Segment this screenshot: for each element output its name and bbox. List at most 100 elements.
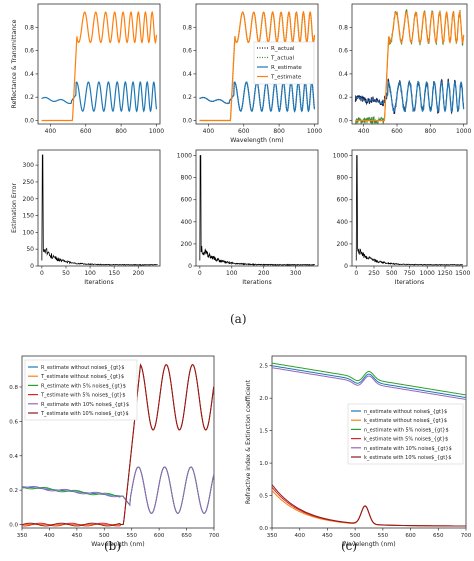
y-tick-label: 2.5 — [259, 364, 268, 370]
x-tick-label: 0 — [354, 270, 358, 277]
y-tick-label: 2.0 — [259, 396, 268, 402]
x-tick-label: 300 — [290, 270, 302, 277]
y-tick-label: 0.6 — [24, 48, 34, 55]
x-tick-label: 350 — [267, 533, 278, 539]
x-tick-label: 100 — [226, 270, 238, 277]
x-tick-label: 450 — [72, 533, 83, 539]
chart-a_bot_1: 0 50 100 150 200 0 50 100 150 200 250 300 Iterations… — [11, 149, 161, 286]
chart-a_top_3: 400 600 800 1000 0.0 0.2 0.4 0.6 0.8 — [338, 3, 471, 135]
series-line — [199, 10, 316, 122]
x-tick-label: 200 — [133, 270, 145, 277]
x-tick-label: 400 — [294, 533, 305, 539]
panel-label-b: (b) — [104, 539, 122, 553]
y-tick-label: 1.0 — [259, 461, 268, 467]
series-line — [271, 365, 466, 398]
x-tick-label: 200 — [258, 270, 270, 277]
x-tick-label: 0 — [40, 270, 44, 277]
y-tick-label: 0.4 — [182, 71, 192, 78]
x-axis-label: Iterations — [395, 279, 424, 286]
legend-label: T_estimate — [270, 75, 302, 81]
legend-label: R_actual — [271, 46, 295, 52]
x-tick-label: 100 — [84, 270, 96, 277]
series-line — [271, 362, 466, 396]
x-tick-label: 800 — [115, 128, 127, 135]
series-line — [355, 10, 465, 122]
series-line — [21, 363, 215, 527]
y-tick-label: 100 — [23, 229, 35, 236]
x-tick-label: 400 — [44, 533, 55, 539]
x-tick-label: 400 — [358, 128, 370, 135]
chart-a_bot_3: 0 250 500 750 1000 1250 150002004006008001000I… — [333, 149, 471, 286]
y-tick-label: 0.0 — [259, 526, 268, 532]
panel-label-a: (a) — [230, 312, 247, 326]
x-tick-label: 1000 — [149, 128, 164, 135]
y-tick-label: 50 — [26, 246, 34, 253]
y-tick-label: 800 — [337, 175, 349, 182]
x-tick-label: 650 — [433, 533, 444, 539]
x-tick-label: 600 — [405, 533, 416, 539]
chart-a_bot_2: 0 100 200 300 0 200 400 600 800 1000 Iterations — [177, 149, 319, 286]
legend-label: k_estimate with 10% noise$_{gt}$ — [364, 455, 452, 461]
error-line — [199, 155, 315, 266]
legend-label: T_estimate with 10% noise$_{gt}$ — [40, 411, 129, 417]
x-tick-label: 600 — [154, 533, 165, 539]
y-tick-label: 150 — [23, 213, 35, 220]
legend-label: T_actual — [270, 56, 295, 62]
y-tick-label: 0.4 — [9, 454, 18, 460]
y-tick-label: 800 — [181, 175, 193, 182]
y-tick-label: 200 — [23, 196, 35, 203]
x-tick-label: 700 — [209, 533, 220, 539]
x-tick-label: 650 — [181, 533, 192, 539]
y-tick-label: 0.4 — [24, 71, 34, 78]
x-tick-label: 600 — [391, 128, 403, 135]
y-tick-label: 0.0 — [24, 118, 34, 125]
chart-c: 350 400 450 500 550 600 650 700 0.0 0.5 1.0 1.5 2.0 2… — [245, 355, 472, 548]
legend-label: R_estimate with 10% noise$_{gt}$ — [41, 402, 129, 408]
x-axis-label: Iterations — [242, 279, 271, 286]
y-tick-label: 200 — [337, 241, 349, 248]
y-tick-label: 0.0 — [182, 118, 192, 125]
y-tick-label: 0.2 — [338, 94, 348, 101]
x-tick-label: 400 — [203, 128, 215, 135]
x-tick-label: 350 — [17, 533, 28, 539]
y-tick-label: 1000 — [177, 153, 192, 160]
y-axis-label: Estimation Error — [11, 183, 18, 233]
x-tick-label: 1000 — [420, 270, 435, 277]
y-axis-label: Reflectance & Transmittance — [11, 19, 18, 108]
y-tick-label: 0 — [30, 263, 34, 270]
series-line — [271, 484, 466, 527]
chart-b: 350 400 450 500 550 600 650 700 0.0 0.2 0.4 0.6 0.8 W… — [0, 355, 220, 548]
series-line — [271, 367, 466, 400]
y-tick-label: 0.6 — [9, 419, 18, 425]
x-tick-label: 550 — [378, 533, 389, 539]
x-axis-label: Wavelength (nm) — [230, 137, 283, 144]
x-tick-label: 400 — [45, 128, 57, 135]
x-tick-label: 500 — [350, 533, 361, 539]
y-tick-label: 250 — [23, 179, 35, 186]
legend-label: R_estimate with 5% noise$_{gt}$ — [41, 383, 126, 389]
x-tick-label: 750 — [404, 270, 416, 277]
error-line — [355, 155, 464, 266]
plot-frame — [351, 3, 468, 125]
x-tick-label: 1500 — [455, 270, 470, 277]
plot-frame — [37, 149, 161, 267]
x-tick-label: 500 — [386, 270, 398, 277]
y-tick-label: 0.2 — [24, 94, 34, 101]
x-tick-label: 600 — [80, 128, 92, 135]
y-tick-label: 0.2 — [182, 94, 192, 101]
series-line — [355, 80, 465, 113]
x-tick-label: 150 — [108, 270, 120, 277]
x-tick-label: 0 — [198, 270, 202, 277]
y-tick-label: 0.5 — [259, 494, 268, 500]
legend-label: k_estimate with 5% noise$_{gt}$ — [364, 437, 448, 443]
legend-label: k_estimate without noise$_{gt}$ — [364, 418, 447, 424]
legend-label: T_estimate with 5% noise$_{gt}$ — [40, 393, 126, 399]
y-axis-label: Refractive index & Extinction coefficien… — [245, 379, 252, 504]
plot-frame — [351, 149, 468, 267]
y-tick-label: 0.0 — [338, 118, 348, 125]
chart-a_top_1: 400 600 800 1000 0.0 0.2 0.4 0.6 0.8 Reflectance … — [11, 3, 164, 135]
x-tick-label: 50 — [62, 270, 70, 277]
x-tick-label: 800 — [273, 128, 285, 135]
y-tick-label: 0.8 — [9, 385, 18, 391]
legend-label: T_estimate without noise$_{gt}$ — [40, 374, 124, 380]
